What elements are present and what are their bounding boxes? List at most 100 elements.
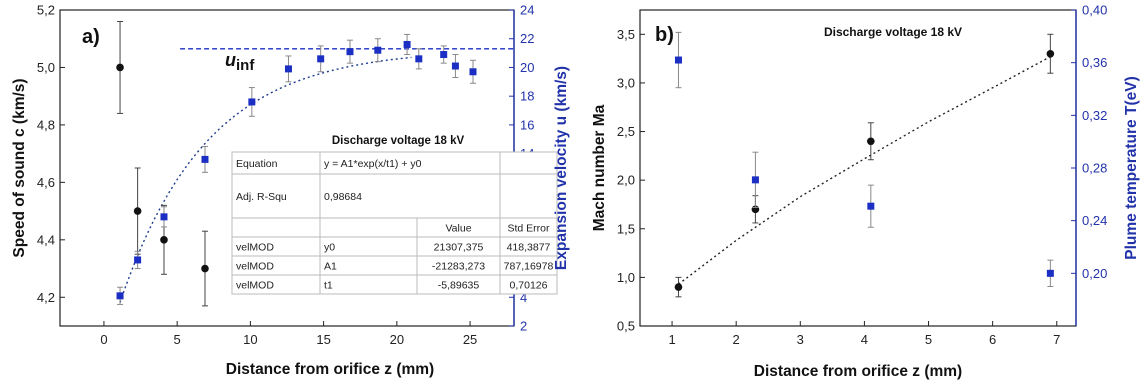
panel-b-ticks: 1 2 3 4 5 6 7 0,5 1,0 1,5 2,0 2,5 3,0 3,5 0,20 0,24 0,28…	[617, 3, 1107, 348]
panel-label-b: b)	[655, 24, 674, 46]
data-point-square	[317, 55, 325, 63]
annotation-a: Discharge voltage 18 kV	[332, 135, 465, 147]
y-axis-left-title-a: Speed of sound c (km/s)	[11, 78, 28, 257]
y-right-tick-label: 4	[520, 290, 527, 305]
x-tick-label: 25	[463, 332, 477, 347]
y-left-tick-label: 4,4	[37, 232, 55, 247]
fit-table-cell: y = A1*exp(x/t1) + y0	[324, 158, 422, 170]
panel-b-markers	[674, 31, 1055, 298]
x-tick-label: 3	[797, 332, 804, 347]
fit-table-cell: Equation	[236, 158, 278, 170]
x-tick-label: 10	[243, 332, 257, 347]
fit-table-frame	[231, 151, 558, 295]
y-left-tick-label: 1,5	[617, 221, 635, 236]
x-axis-title-b: Distance from orifice z (mm)	[754, 363, 962, 380]
fit-table-cell: velMOD	[236, 242, 274, 254]
y-left-tick-label: 5,2	[37, 3, 55, 18]
fit-table-cell: velMOD	[236, 261, 274, 273]
x-tick-label: 7	[1053, 332, 1060, 347]
plot-frame-b	[639, 9, 1077, 327]
panel-a: 05101520254,24,44,64,85,05,2246810121416…	[11, 3, 570, 379]
y-right-tick-label: 0,36	[1082, 55, 1107, 70]
fit-table-cell: 418,3877	[507, 242, 551, 254]
data-point-square	[469, 68, 477, 76]
y-right-tick-label: 0,32	[1082, 108, 1107, 123]
data-point-square	[415, 55, 423, 63]
fit-table-cell: -5,89635	[438, 280, 480, 292]
y-axis-right-title-a: Expansion velocity u (km/s)	[553, 66, 570, 270]
y-right-tick-label: 2	[520, 319, 527, 334]
data-point-square	[674, 56, 682, 64]
y-left-tick-label: 4,8	[37, 117, 55, 132]
asymptote-label-sub: inf	[236, 57, 255, 74]
x-tick-label: 15	[316, 332, 330, 347]
y-left-tick-label: 5,0	[37, 60, 55, 75]
asymptote-label: uinf	[225, 50, 255, 74]
y-right-tick-label: 20	[520, 60, 534, 75]
fit-table-cell: 787,16978	[504, 261, 554, 273]
y-left-tick-label: 4,2	[37, 290, 55, 305]
asymptote-label-main: u	[225, 50, 236, 70]
panel-b: 1 2 3 4 5 6 7 0,5 1,0 1,5 2,0 2,5 3,0 3,5 0,20 0,24 0,28…	[591, 3, 1140, 381]
annotation-b: Discharge voltage 18 kV	[824, 25, 962, 39]
x-tick-label: 6	[989, 332, 996, 347]
data-point-square	[284, 65, 292, 73]
data-point-circle	[160, 236, 168, 244]
data-point-square	[451, 62, 459, 70]
x-tick-label: 4	[861, 332, 868, 347]
data-point-square	[346, 48, 354, 56]
fit-table-cell: Value	[445, 223, 471, 235]
data-point-square	[440, 51, 448, 59]
y-left-tick-label: 2,5	[617, 124, 635, 139]
y-left-tick-label: 3,5	[617, 27, 635, 42]
y-right-tick-label: 18	[520, 89, 534, 104]
y-axis-right-title-b: Plume temperature T(eV)	[1123, 76, 1140, 259]
y-right-tick-label: 22	[520, 31, 534, 46]
fit-table-cell: 0,70126	[510, 280, 548, 292]
x-tick-label: 2	[733, 332, 740, 347]
fit-table-cell: Std Error	[507, 223, 550, 235]
fit-table: Equation y = A1*exp(x/t1) + y0 Adj. R-Squ 0…	[231, 151, 558, 295]
data-point-square	[751, 176, 759, 184]
data-point-circle	[133, 207, 142, 215]
y-left-tick-label: 1,0	[617, 270, 635, 285]
fit-table-cell: A1	[324, 261, 337, 273]
x-tick-label: 5	[174, 332, 181, 347]
y-left-tick-label: 2,0	[617, 173, 635, 188]
data-point-circle	[674, 283, 683, 291]
y-axis-left-title-b: Mach number Ma	[591, 104, 608, 231]
fit-table-cell: 21307,375	[434, 242, 484, 254]
data-point-circle	[201, 264, 209, 273]
panel-a-markers	[116, 20, 477, 307]
data-point-square	[160, 213, 168, 221]
x-tick-label: 5	[925, 332, 932, 347]
y-right-tick-label: 24	[520, 3, 534, 18]
y-right-tick-label: 0,40	[1082, 3, 1107, 18]
data-point-circle	[867, 137, 875, 146]
x-tick-label: 1	[668, 332, 675, 347]
panel-label-a: a)	[82, 26, 100, 48]
trend-curve	[678, 56, 1051, 285]
x-tick-label: 20	[390, 332, 404, 347]
fit-table-cell: velMOD	[236, 280, 274, 292]
y-right-tick-label: 0,28	[1082, 161, 1107, 176]
fit-curve	[119, 56, 412, 303]
x-tick-label: 0	[100, 332, 107, 347]
data-point-square	[201, 155, 209, 163]
x-axis-title-a: Distance from orifice z (mm)	[226, 361, 434, 378]
y-left-tick-label: 0,5	[617, 319, 635, 334]
data-point-square	[867, 202, 875, 210]
panel-b-trend-curve	[678, 56, 1051, 285]
fit-table-cell: t1	[324, 280, 333, 292]
data-point-square	[374, 46, 382, 54]
y-left-tick-label: 3,0	[617, 75, 635, 90]
y-right-tick-label: 0,20	[1082, 266, 1107, 281]
data-point-square	[1046, 269, 1054, 277]
fit-table-cell: 0,98684	[324, 191, 362, 203]
data-point-circle	[116, 63, 124, 72]
data-point-square	[403, 40, 411, 48]
fit-table-cell: -21283,273	[432, 261, 485, 273]
data-point-square	[134, 256, 142, 264]
y-right-tick-label: 16	[520, 117, 534, 132]
